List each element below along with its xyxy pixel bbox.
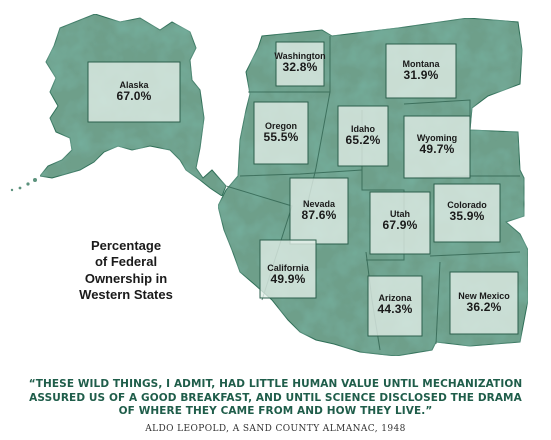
state-name: New Mexico: [458, 290, 510, 301]
state-name: Alaska: [119, 79, 149, 90]
state-name: California: [267, 262, 309, 273]
state-label-idaho: Idaho 65.2%: [345, 123, 381, 148]
state-label-oregon: Oregon 55.5%: [263, 120, 299, 145]
map-title: Percentage of Federal Ownership in Weste…: [70, 238, 182, 303]
newmexico-box: [449, 271, 519, 335]
state-name: Wyoming: [416, 132, 458, 143]
state-name: Nevada: [302, 198, 336, 209]
colorado-box: [433, 183, 501, 243]
state-label-arizona: Arizona 44.3%: [377, 292, 413, 317]
map-title-line: Ownership in: [84, 270, 168, 286]
state-label-colorado: Colorado 35.9%: [447, 199, 487, 224]
state-name: Arizona: [378, 292, 412, 303]
aleutian-islands: [10, 178, 37, 192]
state-name: Colorado: [447, 199, 487, 210]
state-label-wyoming: Wyoming 49.7%: [416, 132, 458, 157]
state-percentage: 44.3%: [377, 302, 413, 317]
oregon-box: [253, 101, 309, 165]
quote-attribution: ALDO LEOPOLD, A SAND COUNTY ALMANAC, 194…: [145, 424, 406, 434]
state-name: Washington: [274, 50, 326, 61]
alaska-box: [87, 61, 181, 123]
map-title-line: Western States: [79, 286, 173, 302]
state-percentage: 49.7%: [419, 142, 455, 157]
state-percentage: 87.6%: [301, 208, 337, 223]
arizona-box: [367, 275, 423, 337]
state-label-nevada: Nevada 87.6%: [301, 198, 337, 223]
state-name: Utah: [390, 208, 410, 219]
wyoming-box: [403, 115, 471, 179]
state-percentage: 65.2%: [345, 133, 381, 148]
state-label-utah: Utah 67.9%: [382, 208, 418, 233]
state-percentage: 49.9%: [270, 272, 306, 287]
state-label-california: California 49.9%: [267, 262, 309, 287]
state-name: Montana: [402, 58, 440, 69]
state-percentage: 35.9%: [449, 209, 485, 224]
idaho-box: [337, 105, 389, 167]
map-title-line: Percentage: [90, 238, 162, 253]
washington-box: [275, 41, 325, 87]
state-label-newmexico: New Mexico 36.2%: [458, 290, 510, 315]
state-percentage: 67.0%: [116, 89, 152, 104]
california-box: [259, 239, 317, 299]
state-name: Idaho: [351, 123, 375, 134]
state-name: Oregon: [264, 120, 297, 131]
state-percentage: 36.2%: [466, 300, 502, 315]
state-percentage: 67.9%: [382, 218, 418, 233]
utah-box: [369, 191, 431, 255]
state-percentage: 31.9%: [403, 68, 439, 83]
montana-box: [385, 43, 457, 99]
state-label-washington: Washington 32.8%: [274, 50, 326, 75]
state-percentage: 55.5%: [263, 130, 299, 145]
western-states-map: [10, 13, 529, 357]
state-label-alaska: Alaska 67.0%: [116, 79, 152, 104]
quote-text: “THESE WILD THINGS, I ADMIT, HAD LITTLE …: [28, 378, 523, 418]
map-title-line: of Federal: [94, 254, 158, 270]
nevada-box: [289, 177, 349, 245]
state-label-montana: Montana 31.9%: [402, 58, 440, 83]
state-percentage: 32.8%: [282, 60, 318, 75]
